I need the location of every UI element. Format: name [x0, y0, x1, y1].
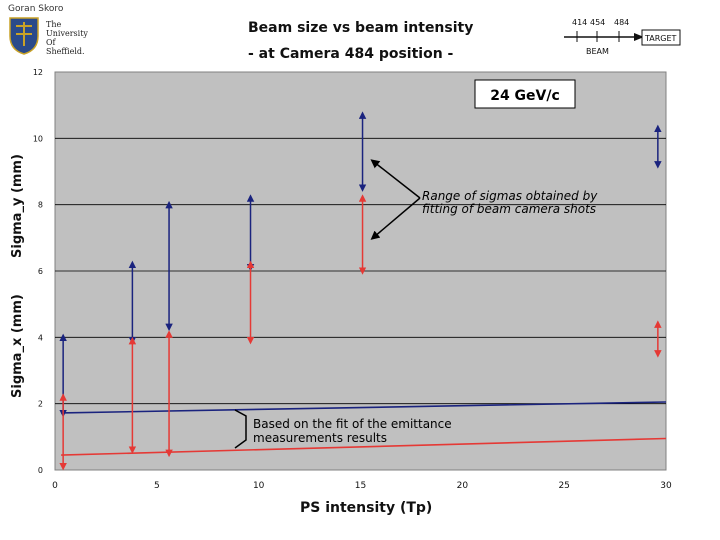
target-label: TARGET — [644, 34, 677, 43]
x-tick-30: 30 — [660, 481, 672, 491]
university-name: The University Of Sheffield. — [46, 20, 88, 56]
y-tick-4: 4 — [38, 333, 43, 342]
x-tick-5: 5 — [154, 481, 160, 491]
annotation-fit-line-1: Based on the fit of the emittance — [253, 417, 452, 431]
y-tick-8: 8 — [38, 201, 43, 210]
position-414: 414 — [572, 18, 587, 27]
fit-line-sigma_x — [61, 437, 667, 456]
beam-label: BEAM — [586, 47, 609, 56]
fit-line-sigma_y — [61, 401, 667, 414]
y-tick-6: 6 — [38, 267, 43, 276]
x-tick-20: 20 — [457, 481, 469, 491]
sigma-ranges — [59, 111, 662, 471]
author-name: Goran Skoro — [8, 4, 64, 14]
beam-position-diagram: 414 454 484 BEAM TARGET — [564, 18, 681, 56]
y-tick-0: 0 — [38, 466, 43, 475]
university-logo — [9, 17, 39, 55]
x-axis-ticks: 0 5 10 15 20 25 30 — [52, 481, 672, 491]
y-tick-2: 2 — [38, 400, 43, 409]
x-tick-25: 25 — [558, 481, 569, 491]
annotation-ranges-line-1: Range of sigmas obtained by — [422, 189, 598, 203]
position-454: 454 — [590, 18, 605, 27]
y-axis-ticks: 0 2 4 6 8 10 12 — [33, 68, 43, 475]
y-tick-12: 12 — [33, 68, 43, 77]
annotation-fit-line-2: measurements results — [253, 431, 387, 445]
chart-title: Beam size vs beam intensity — [248, 20, 474, 36]
position-484: 484 — [614, 18, 629, 27]
energy-label: 24 GeV/c — [490, 88, 560, 104]
chart-subtitle: - at Camera 484 position - — [248, 46, 454, 62]
x-tick-0: 0 — [52, 481, 58, 491]
x-tick-10: 10 — [253, 481, 265, 491]
fit-lines — [61, 401, 667, 456]
annotation-ranges-line-2: fitting of beam camera shots — [422, 202, 596, 216]
x-tick-15: 15 — [355, 481, 366, 491]
x-axis-label: PS intensity (Tp) — [300, 500, 433, 516]
y-tick-10: 10 — [33, 134, 43, 143]
